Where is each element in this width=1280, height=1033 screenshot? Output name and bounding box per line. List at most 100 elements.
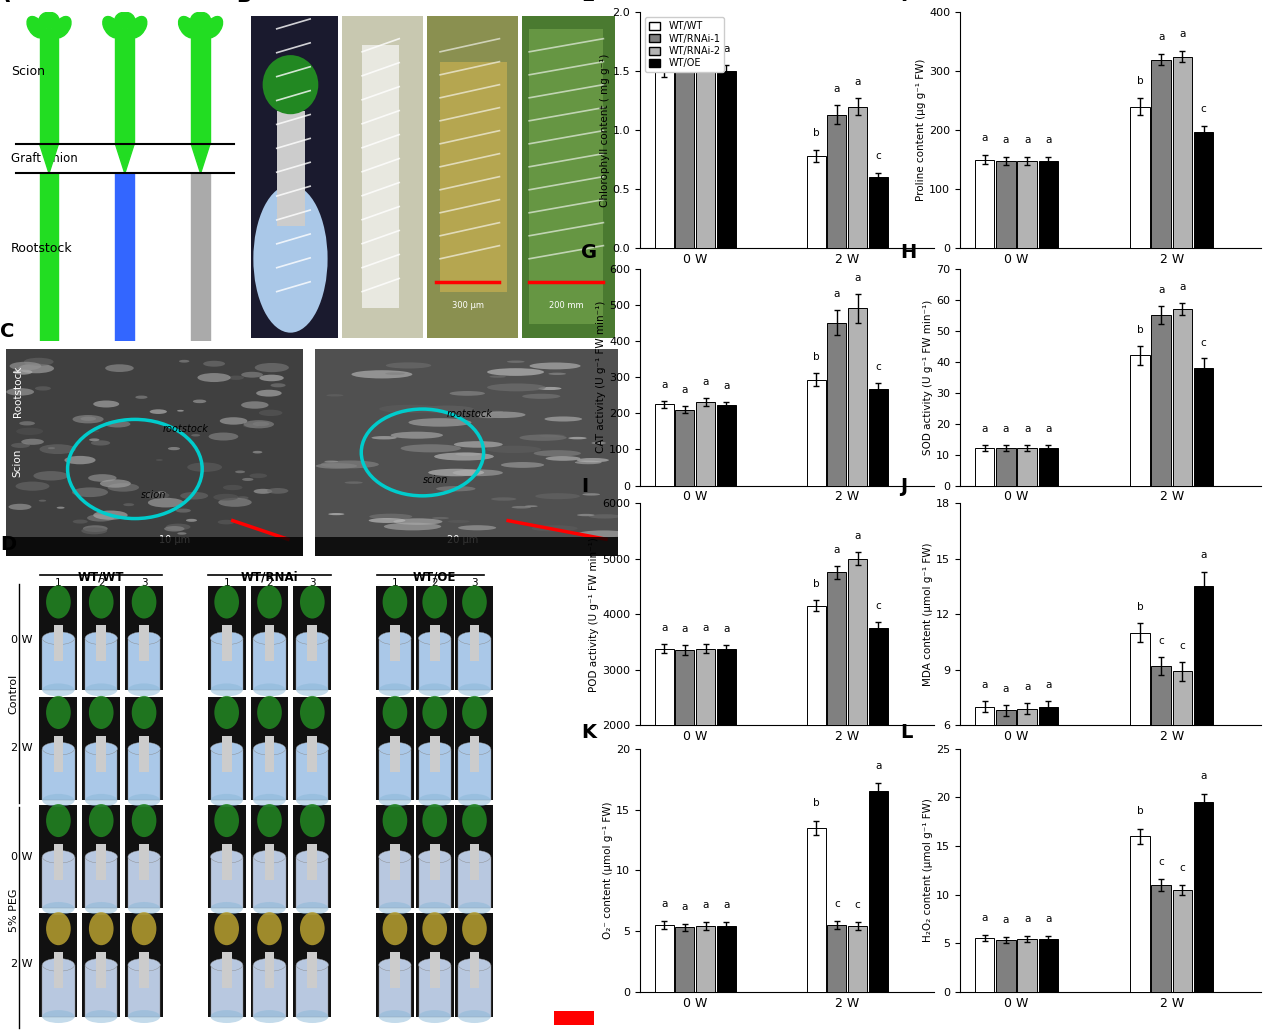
Ellipse shape	[150, 409, 166, 414]
Text: c: c	[876, 363, 882, 372]
Ellipse shape	[422, 804, 447, 837]
Text: 5% PEG: 5% PEG	[9, 888, 19, 932]
Text: c: c	[876, 601, 882, 612]
Text: a: a	[682, 902, 689, 911]
Ellipse shape	[210, 794, 243, 807]
Ellipse shape	[383, 696, 407, 729]
Bar	[416, 805, 453, 908]
Ellipse shape	[458, 850, 490, 864]
Bar	[696, 60, 716, 248]
Bar	[869, 791, 888, 992]
Bar	[996, 161, 1015, 248]
Ellipse shape	[488, 368, 544, 376]
Ellipse shape	[42, 1010, 74, 1023]
Ellipse shape	[84, 632, 118, 645]
Ellipse shape	[87, 514, 114, 522]
Bar	[456, 587, 493, 690]
Bar	[40, 913, 77, 1016]
Ellipse shape	[458, 959, 490, 971]
Ellipse shape	[589, 514, 621, 519]
Ellipse shape	[379, 405, 442, 413]
Ellipse shape	[383, 586, 407, 619]
Bar	[416, 913, 453, 1016]
Bar	[221, 735, 232, 772]
Text: Scion: Scion	[12, 65, 45, 79]
Bar	[293, 587, 332, 690]
Ellipse shape	[128, 684, 160, 696]
Bar	[125, 587, 163, 690]
Ellipse shape	[129, 17, 147, 38]
Ellipse shape	[419, 632, 451, 645]
Bar	[806, 605, 826, 725]
Ellipse shape	[214, 586, 239, 619]
Ellipse shape	[156, 459, 163, 461]
Bar	[84, 638, 118, 690]
Polygon shape	[40, 144, 59, 174]
Bar	[1172, 309, 1192, 486]
Bar	[379, 856, 411, 908]
Ellipse shape	[488, 383, 545, 392]
Ellipse shape	[47, 447, 55, 449]
Bar	[430, 952, 439, 989]
Ellipse shape	[241, 372, 262, 378]
Bar	[654, 404, 673, 486]
Bar	[40, 174, 59, 341]
Bar	[806, 156, 826, 248]
Ellipse shape	[13, 370, 32, 375]
Polygon shape	[191, 144, 210, 174]
Bar	[191, 174, 210, 341]
Text: a: a	[833, 84, 840, 94]
Ellipse shape	[458, 684, 490, 696]
Ellipse shape	[454, 441, 503, 447]
Text: a: a	[682, 385, 689, 396]
Ellipse shape	[156, 492, 165, 494]
Text: WT/RNAi: WT/RNAi	[241, 570, 298, 583]
Bar	[96, 844, 106, 880]
Text: a: a	[682, 624, 689, 634]
Ellipse shape	[296, 1010, 329, 1023]
Ellipse shape	[15, 481, 50, 491]
Bar	[82, 587, 120, 690]
Y-axis label: POD activity (U g⁻¹ FW min⁻¹): POD activity (U g⁻¹ FW min⁻¹)	[589, 537, 599, 691]
Bar	[96, 735, 106, 772]
Text: a: a	[1024, 135, 1030, 145]
Y-axis label: Proline content (μg g⁻¹ FW): Proline content (μg g⁻¹ FW)	[916, 59, 927, 201]
Text: Control: Control	[9, 674, 19, 714]
Ellipse shape	[462, 586, 486, 619]
Text: a: a	[833, 544, 840, 555]
Ellipse shape	[436, 487, 475, 492]
Bar	[293, 805, 332, 908]
Bar	[1194, 368, 1213, 486]
Ellipse shape	[575, 461, 602, 464]
Y-axis label: SOD activity (U g⁻¹ FW min⁻¹): SOD activity (U g⁻¹ FW min⁻¹)	[923, 300, 933, 455]
Ellipse shape	[88, 804, 114, 837]
Ellipse shape	[33, 471, 68, 480]
Bar	[376, 587, 413, 690]
Bar	[1172, 671, 1192, 725]
Bar	[379, 965, 411, 1016]
Bar	[827, 925, 846, 992]
Ellipse shape	[91, 440, 110, 445]
Bar	[253, 965, 285, 1016]
Bar	[210, 965, 243, 1016]
Bar	[996, 711, 1015, 725]
Bar	[440, 62, 507, 291]
Text: a: a	[1158, 32, 1165, 41]
Ellipse shape	[214, 696, 239, 729]
Bar	[428, 15, 518, 338]
Text: a: a	[1201, 551, 1207, 561]
Text: a: a	[703, 33, 709, 43]
Bar	[307, 952, 317, 989]
Ellipse shape	[490, 411, 503, 412]
Bar	[296, 856, 329, 908]
Text: 3: 3	[471, 578, 477, 588]
Text: Graft union: Graft union	[12, 152, 78, 165]
Text: a: a	[1158, 285, 1165, 295]
Bar	[40, 697, 77, 801]
Bar	[207, 587, 246, 690]
Bar	[869, 178, 888, 248]
Ellipse shape	[530, 363, 581, 370]
Ellipse shape	[379, 684, 411, 696]
Ellipse shape	[241, 401, 269, 409]
Text: G: G	[581, 243, 598, 262]
